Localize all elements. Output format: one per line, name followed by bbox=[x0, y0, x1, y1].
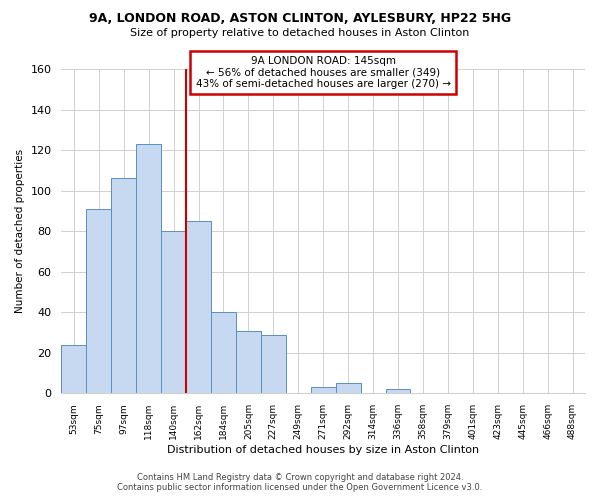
Bar bbox=[61, 344, 86, 394]
Y-axis label: Number of detached properties: Number of detached properties bbox=[15, 149, 25, 313]
Bar bbox=[261, 334, 286, 394]
Text: 9A LONDON ROAD: 145sqm
← 56% of detached houses are smaller (349)
43% of semi-de: 9A LONDON ROAD: 145sqm ← 56% of detached… bbox=[196, 56, 451, 89]
Bar bbox=[136, 144, 161, 394]
Bar bbox=[386, 390, 410, 394]
Bar bbox=[186, 221, 211, 394]
Text: 9A, LONDON ROAD, ASTON CLINTON, AYLESBURY, HP22 5HG: 9A, LONDON ROAD, ASTON CLINTON, AYLESBUR… bbox=[89, 12, 511, 26]
Bar bbox=[86, 209, 111, 394]
Bar bbox=[311, 388, 335, 394]
Bar bbox=[161, 231, 186, 394]
Bar bbox=[111, 178, 136, 394]
X-axis label: Distribution of detached houses by size in Aston Clinton: Distribution of detached houses by size … bbox=[167, 445, 479, 455]
Bar bbox=[211, 312, 236, 394]
Text: Size of property relative to detached houses in Aston Clinton: Size of property relative to detached ho… bbox=[130, 28, 470, 38]
Bar bbox=[335, 383, 361, 394]
Bar bbox=[236, 330, 261, 394]
Text: Contains HM Land Registry data © Crown copyright and database right 2024.
Contai: Contains HM Land Registry data © Crown c… bbox=[118, 473, 482, 492]
